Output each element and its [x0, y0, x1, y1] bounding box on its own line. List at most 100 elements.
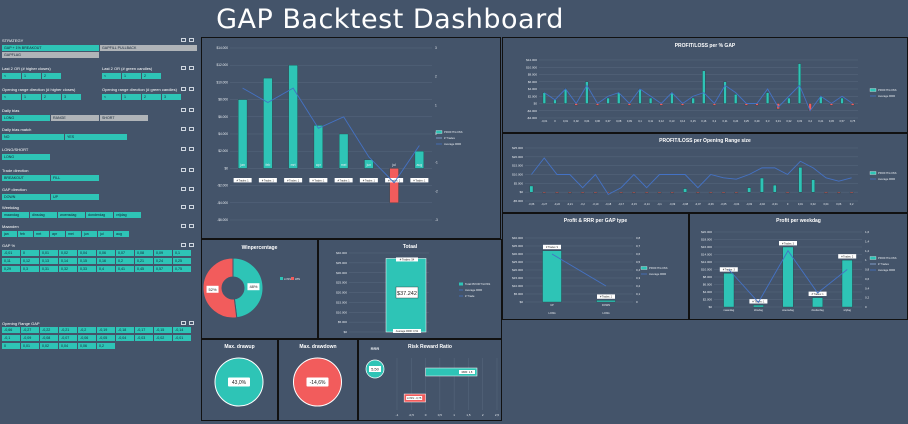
slicer-item-or_gap[interactable]: 0,06 — [78, 343, 96, 349]
clear-filter-icon[interactable] — [189, 66, 194, 70]
slicer-item-or_gap[interactable]: -0,14 — [173, 327, 191, 333]
clear-filter-icon[interactable] — [189, 187, 194, 191]
slicer-item-or_gap[interactable]: -0,21 — [59, 327, 77, 333]
slicer-item-or_gap[interactable]: -0,04 — [116, 335, 134, 341]
slicer-item-or_gap[interactable]: 0,04 — [59, 343, 77, 349]
slicer-item-gap_pct[interactable]: 0,08 — [135, 250, 153, 256]
clear-filter-icon[interactable] — [189, 127, 194, 131]
multiselect-icon[interactable] — [181, 66, 186, 70]
slicer-item-strategy[interactable]: GAPFILL PULLBACK — [100, 45, 197, 51]
slicer-item-maanden[interactable]: jun — [82, 231, 97, 237]
slicer-item-gap_pct[interactable]: 0,01 — [40, 250, 58, 256]
slicer-item-weekdag[interactable]: maandag — [2, 212, 29, 218]
slicer-item-or_gap[interactable]: -0,1 — [2, 335, 20, 341]
slicer-item-weekdag[interactable]: donderdag — [86, 212, 113, 218]
slicer-item-opening_range[interactable]: 3 — [62, 94, 81, 100]
slicer-item-maanden[interactable]: apr — [50, 231, 65, 237]
slicer-item-trade_direction[interactable]: FILL — [51, 175, 99, 181]
multiselect-icon[interactable] — [181, 187, 186, 191]
slicer-item-or_gap[interactable]: -0,07 — [59, 335, 77, 341]
multiselect-icon[interactable] — [181, 168, 186, 172]
slicer-item-opening_range2[interactable]: 1 — [122, 94, 141, 100]
slicer-item-daily_bias[interactable]: LONG — [2, 115, 50, 121]
slicer-item-weekdag[interactable]: woensdag — [58, 212, 85, 218]
clear-filter-icon[interactable] — [189, 108, 194, 112]
slicer-item-trade_direction[interactable]: BREAKOUT — [2, 175, 50, 181]
multiselect-icon[interactable] — [181, 147, 186, 151]
multiselect-icon[interactable] — [181, 108, 186, 112]
clear-filter-icon[interactable] — [189, 147, 194, 151]
multiselect-icon[interactable] — [181, 224, 186, 228]
slicer-item-or_gap[interactable]: -0,02 — [154, 335, 172, 341]
slicer-item-last_or[interactable]: < — [2, 73, 21, 79]
clear-filter-icon[interactable] — [189, 168, 194, 172]
slicer-item-opening_range2[interactable]: 3 — [162, 94, 181, 100]
slicer-item-maanden[interactable]: mrt — [34, 231, 49, 237]
multiselect-icon[interactable] — [181, 38, 186, 42]
slicer-item-gap_pct[interactable]: 0,33 — [78, 266, 96, 272]
slicer-item-opening_range[interactable]: 1 — [22, 94, 41, 100]
slicer-item-gap_pct[interactable]: 0,4 — [97, 266, 115, 272]
slicer-item-or_gap[interactable]: -0,09 — [21, 335, 39, 341]
slicer-item-gap_pct[interactable]: 0,04 — [78, 250, 96, 256]
slicer-item-or_gap[interactable]: -0,06 — [78, 335, 96, 341]
slicer-item-or_gap[interactable]: -0,18 — [116, 327, 134, 333]
slicer-item-strategy[interactable]: GAPFLAG — [2, 52, 99, 58]
slicer-item-last_or[interactable]: 1 — [22, 73, 41, 79]
slicer-item-gap_pct[interactable]: 0,2 — [116, 258, 134, 264]
slicer-item-gap_pct[interactable]: 0,15 — [78, 258, 96, 264]
slicer-item-weekdag[interactable]: vrijdag — [114, 212, 141, 218]
slicer-item-gap_pct[interactable]: 0,1 — [173, 250, 191, 256]
slicer-item-last2_or[interactable]: < — [102, 73, 121, 79]
slicer-item-gap_pct[interactable]: 0,57 — [154, 266, 172, 272]
slicer-item-maanden[interactable]: jul — [98, 231, 113, 237]
multiselect-icon[interactable] — [181, 243, 186, 247]
clear-filter-icon[interactable] — [189, 243, 194, 247]
slicer-item-or_gap[interactable]: -0,2 — [78, 327, 96, 333]
slicer-item-opening_range[interactable]: 2 — [42, 94, 61, 100]
slicer-item-gap_pct[interactable]: 0,25 — [173, 258, 191, 264]
slicer-item-gap_pct[interactable]: 0,14 — [59, 258, 77, 264]
slicer-item-or_gap[interactable]: -0,17 — [135, 327, 153, 333]
slicer-item-gap_direction[interactable]: UP — [51, 194, 99, 200]
slicer-item-gap_pct[interactable]: 0,45 — [135, 266, 153, 272]
slicer-item-or_gap[interactable]: 0 — [2, 343, 20, 349]
slicer-item-or_gap[interactable]: -0,08 — [40, 335, 58, 341]
slicer-item-gap_direction[interactable]: DOWN — [2, 194, 50, 200]
slicer-item-or_gap[interactable]: -0,66 — [2, 327, 20, 333]
slicer-item-gap_pct[interactable]: 0,02 — [59, 250, 77, 256]
slicer-item-gap_pct[interactable]: 0,31 — [40, 266, 58, 272]
slicer-item-maanden[interactable]: feb — [18, 231, 33, 237]
slicer-item-daily_bias_match[interactable]: NO — [2, 134, 64, 140]
slicer-item-maanden[interactable]: mei — [66, 231, 81, 237]
slicer-item-gap_pct[interactable]: 0,13 — [40, 258, 58, 264]
slicer-item-gap_pct[interactable]: 0,41 — [116, 266, 134, 272]
slicer-item-or_gap[interactable]: -0,27 — [21, 327, 39, 333]
slicer-item-gap_pct[interactable]: 0,16 — [97, 258, 115, 264]
clear-filter-icon[interactable] — [189, 224, 194, 228]
clear-filter-icon[interactable] — [189, 321, 194, 325]
slicer-item-daily_bias[interactable]: RANGE — [51, 115, 99, 121]
slicer-item-weekdag[interactable]: dinsdag — [30, 212, 57, 218]
multiselect-icon[interactable] — [181, 321, 186, 325]
slicer-item-gap_pct[interactable]: 0,11 — [2, 258, 20, 264]
slicer-item-gap_pct[interactable]: 0,75 — [173, 266, 191, 272]
slicer-item-gap_pct[interactable]: 0 — [21, 250, 39, 256]
slicer-item-gap_pct[interactable]: 0,24 — [154, 258, 172, 264]
slicer-item-gap_pct[interactable]: 0,06 — [97, 250, 115, 256]
slicer-item-or_gap[interactable]: 0,01 — [21, 343, 39, 349]
slicer-item-gap_pct[interactable]: 0,09 — [154, 250, 172, 256]
slicer-item-or_gap[interactable]: 0,2 — [97, 343, 115, 349]
slicer-item-last2_or[interactable]: 2 — [142, 73, 161, 79]
slicer-item-or_gap[interactable]: -0,05 — [97, 335, 115, 341]
multiselect-icon[interactable] — [181, 87, 186, 91]
slicer-item-or_gap[interactable]: -0,01 — [173, 335, 191, 341]
slicer-item-or_gap[interactable]: -0,22 — [40, 327, 58, 333]
slicer-item-gap_pct[interactable]: 0,32 — [59, 266, 77, 272]
slicer-item-maanden[interactable]: jan — [2, 231, 17, 237]
slicer-item-opening_range2[interactable]: 2 — [142, 94, 161, 100]
clear-filter-icon[interactable] — [189, 87, 194, 91]
slicer-item-gap_pct[interactable]: 0,3 — [21, 266, 39, 272]
slicer-item-daily_bias_match[interactable]: YES — [65, 134, 127, 140]
slicer-item-gap_pct[interactable]: 0,12 — [21, 258, 39, 264]
